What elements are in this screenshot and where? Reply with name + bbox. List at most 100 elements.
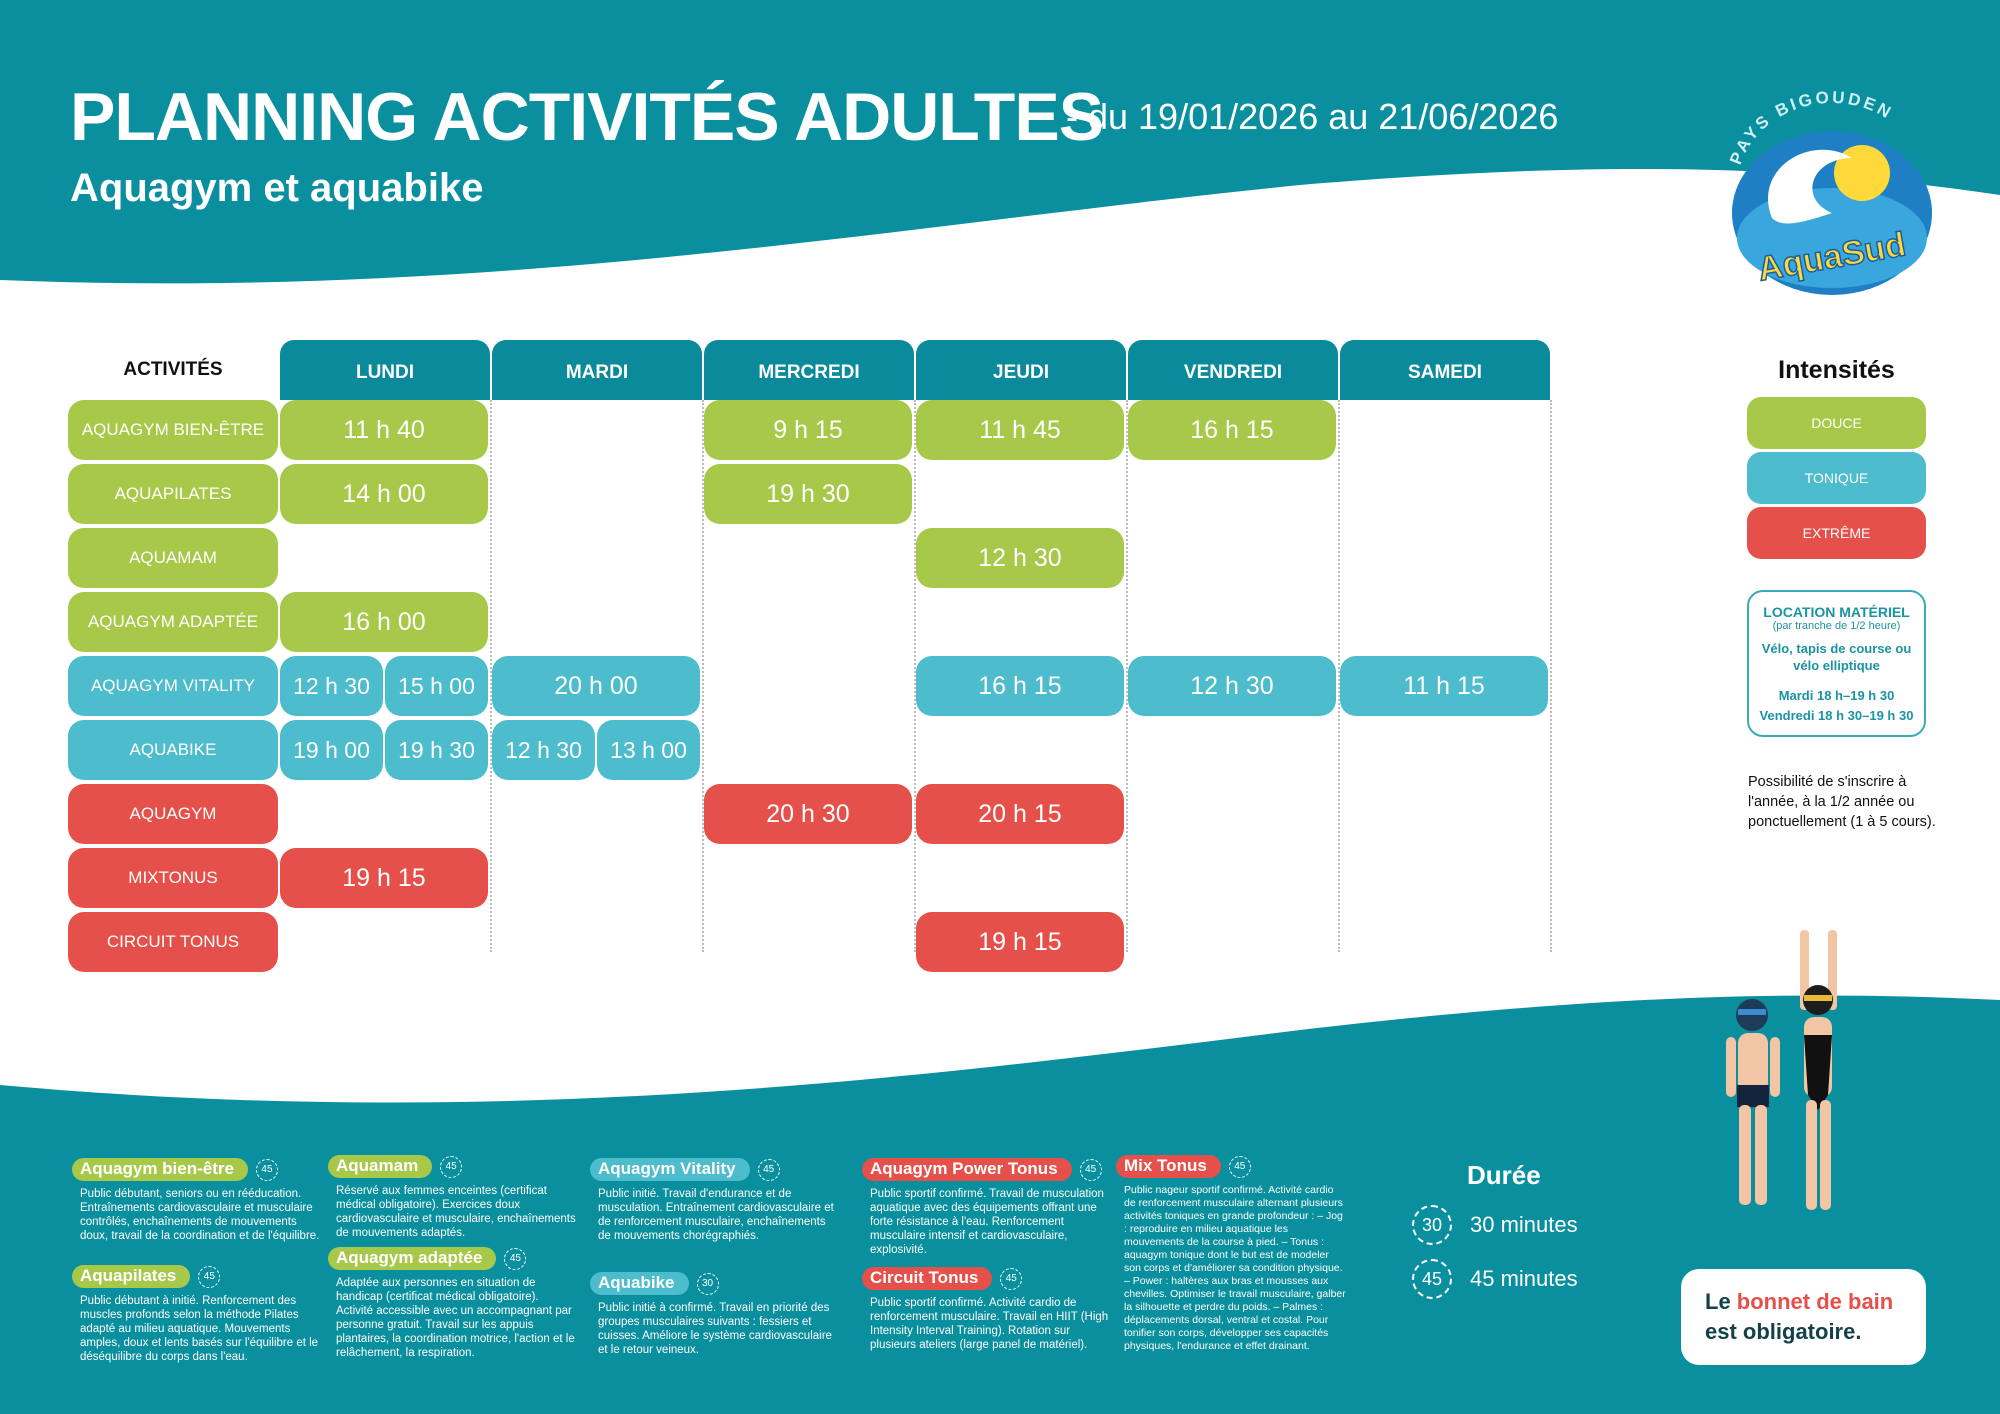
activities-header: ACTIVITÉS bbox=[123, 359, 223, 380]
day-header-samedi: SAMEDI bbox=[1340, 340, 1550, 400]
session-cell: 11 h 45 bbox=[916, 400, 1124, 460]
column-divider bbox=[1338, 400, 1340, 952]
session-cell: 20 h 15 bbox=[916, 784, 1124, 844]
session-cell: 12 h 30 bbox=[492, 720, 595, 780]
description-header: Aquapilates 45 bbox=[72, 1265, 322, 1288]
session-cell: 9 h 15 bbox=[704, 400, 912, 460]
description-text: Public initié. Travail d'endurance et de… bbox=[598, 1188, 834, 1242]
activity-label: CIRCUIT TONUS bbox=[68, 912, 278, 972]
activity-name-pill: Aquagym Vitality bbox=[590, 1158, 750, 1181]
equipment-rental-box: LOCATION MATÉRIEL (par tranche de 1/2 he… bbox=[1747, 590, 1926, 737]
activity-label: AQUAGYM ADAPTÉE bbox=[68, 592, 278, 652]
description-header: Mix Tonus 45 bbox=[1116, 1155, 1346, 1178]
rental-subtitle: (par tranche de 1/2 heure) bbox=[1772, 620, 1901, 632]
description-text: Réservé aux femmes enceintes (certificat… bbox=[336, 1185, 576, 1239]
column-divider bbox=[1126, 400, 1128, 952]
description-text: Public initié à confirmé. Travail en pri… bbox=[598, 1302, 832, 1356]
activity-description: Aquabike 30 Public initié à confirmé. Trav… bbox=[590, 1272, 840, 1365]
activity-description: Aquamam 45 Réservé aux femmes enceintes (c… bbox=[328, 1155, 578, 1248]
duration-title: Durée bbox=[1467, 1160, 1541, 1190]
notice-highlight: bonnet de bain bbox=[1736, 1289, 1894, 1314]
duration-45-label: 45 minutes bbox=[1470, 1266, 1578, 1291]
duration-30-label: 30 minutes bbox=[1470, 1212, 1578, 1237]
activity-name-pill: Aquamam bbox=[328, 1155, 433, 1178]
activity-label: MIXTONUS bbox=[68, 848, 278, 908]
notice-text-post: est obligatoire. bbox=[1705, 1319, 1862, 1344]
notice-text-pre: Le bbox=[1705, 1289, 1737, 1314]
duration-45: 45 45 minutes bbox=[1412, 1259, 1578, 1299]
session-cell: 14 h 00 bbox=[280, 464, 488, 524]
session-cell: 20 h 00 bbox=[492, 656, 700, 716]
activity-label: AQUAPILATES bbox=[68, 464, 278, 524]
timer-45-icon: 45 bbox=[504, 1247, 527, 1270]
intensity-tonique: TONIQUE bbox=[1747, 452, 1926, 504]
activity-description: Aquagym bien-être 45 Public débutant, seni… bbox=[72, 1158, 322, 1251]
description-text: Adaptée aux personnes en situation de ha… bbox=[336, 1277, 575, 1359]
session-cell: 19 h 15 bbox=[280, 848, 488, 908]
session-cell: 19 h 30 bbox=[704, 464, 912, 524]
swim-cap-notice: Le bonnet de bain est obligatoire. bbox=[1681, 1269, 1926, 1365]
aquasud-logo: PAYS BIGOUDEN AquaSud bbox=[1726, 88, 1932, 295]
male-swimmer bbox=[1726, 999, 1780, 1205]
timer-45-icon: 45 bbox=[1079, 1158, 1102, 1181]
timer-45-icon: 45 bbox=[757, 1158, 780, 1181]
duration-30: 30 30 minutes bbox=[1412, 1205, 1578, 1245]
session-cell: 16 h 00 bbox=[280, 592, 488, 652]
column-divider bbox=[914, 400, 916, 952]
session-cell: 15 h 00 bbox=[385, 656, 488, 716]
activity-name-pill: Aquagym bien-être bbox=[72, 1158, 248, 1181]
session-cell: 20 h 30 bbox=[704, 784, 912, 844]
session-cell: 19 h 00 bbox=[280, 720, 383, 780]
session-cell: 19 h 15 bbox=[916, 912, 1124, 972]
rental-schedule-tuesday: Mardi 18 h–19 h 30 bbox=[1778, 688, 1895, 703]
activity-label: AQUAMAM bbox=[68, 528, 278, 588]
activity-description: Aquagym adaptée 45 Adaptée aux personnes e… bbox=[328, 1247, 578, 1368]
day-header-mardi: MARDI bbox=[492, 340, 702, 400]
day-header-jeudi: JEUDI bbox=[916, 340, 1126, 400]
activity-name-pill: Mix Tonus bbox=[1116, 1155, 1221, 1178]
timer-45-icon: 45 bbox=[440, 1155, 463, 1178]
page-subtitle: Aquagym et aquabike bbox=[70, 166, 484, 210]
activity-label: AQUAGYM BIEN-ÊTRE bbox=[68, 400, 278, 460]
description-text: Public sportif confirmé. Travail de musc… bbox=[870, 1188, 1104, 1256]
session-cell: 12 h 30 bbox=[280, 656, 383, 716]
column-divider bbox=[702, 400, 704, 952]
timer-30-icon: 30 bbox=[1412, 1205, 1452, 1245]
description-header: Aquagym adaptée 45 bbox=[328, 1247, 578, 1270]
session-cell: 11 h 40 bbox=[280, 400, 488, 460]
activity-name-pill: Circuit Tonus bbox=[862, 1267, 993, 1290]
day-header-lundi: LUNDI bbox=[280, 340, 490, 400]
timer-30-icon: 30 bbox=[696, 1272, 719, 1295]
timer-45-icon: 45 bbox=[255, 1158, 278, 1181]
activity-description: Aquagym Power Tonus 45 Public sportif conf… bbox=[862, 1158, 1112, 1265]
intensity-extreme: EXTRÊME bbox=[1747, 507, 1926, 559]
timer-45-icon: 45 bbox=[1228, 1155, 1251, 1178]
description-text: Public débutant à initié. Renforcement d… bbox=[80, 1295, 319, 1363]
session-cell: 19 h 30 bbox=[385, 720, 488, 780]
activity-label: AQUAGYM POWERTONUS bbox=[68, 784, 278, 883]
description-header: Circuit Tonus 45 bbox=[862, 1267, 1112, 1290]
rental-title: LOCATION MATÉRIEL bbox=[1763, 604, 1910, 620]
rental-schedule-friday: Vendredi 18 h 30–19 h 30 bbox=[1759, 708, 1914, 723]
description-header: Aquagym Vitality 45 bbox=[590, 1158, 840, 1181]
session-cell: 13 h 00 bbox=[597, 720, 700, 780]
female-swimmer bbox=[1800, 930, 1837, 1210]
activity-name-pill: Aquabike bbox=[590, 1272, 689, 1295]
column-divider bbox=[490, 400, 492, 952]
activity-description: Mix Tonus 45 Public nageur sportif confirm… bbox=[1116, 1155, 1346, 1361]
duration-legend: Durée 30 30 minutes 45 45 minutes bbox=[1412, 1160, 1578, 1313]
timer-45-icon: 45 bbox=[1000, 1267, 1023, 1290]
timer-45-icon: 45 bbox=[1412, 1259, 1452, 1299]
session-cell: 12 h 30 bbox=[916, 528, 1124, 588]
session-cell: 11 h 15 bbox=[1340, 656, 1548, 716]
description-header: Aquagym bien-être 45 bbox=[72, 1158, 322, 1181]
activity-description: Aquapilates 45 Public débutant à initié. R… bbox=[72, 1265, 322, 1372]
description-header: Aquabike 30 bbox=[590, 1272, 840, 1295]
description-header: Aquamam 45 bbox=[328, 1155, 578, 1178]
timer-45-icon: 45 bbox=[198, 1265, 221, 1288]
intensities-title: Intensités bbox=[1778, 356, 1895, 384]
description-header: Aquagym Power Tonus 45 bbox=[862, 1158, 1112, 1181]
activity-name-pill: Aquagym Power Tonus bbox=[862, 1158, 1072, 1181]
inscription-note: Possibilité de s'inscrire à l'année, à l… bbox=[1748, 774, 1936, 830]
